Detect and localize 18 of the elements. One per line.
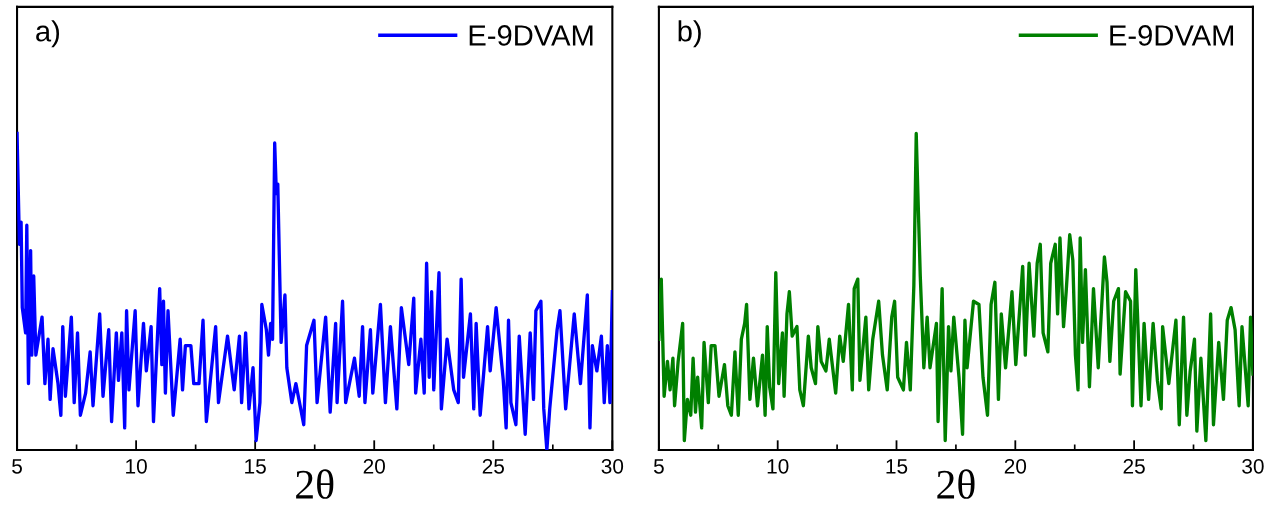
legend-label: E-9DVAM <box>1110 25 1234 46</box>
x-tick-label: 25 <box>1123 458 1145 474</box>
x-tick-label: 20 <box>363 458 385 474</box>
x-tick-label: 30 <box>1242 458 1264 474</box>
chart-title: b) <box>678 20 701 48</box>
x-axis-title: 2θ <box>296 469 334 499</box>
x-tick-label: 5 <box>653 459 664 474</box>
x-tick-label: 15 <box>245 459 266 474</box>
x-tick-label: 25 <box>482 458 504 474</box>
x-tick-label: 20 <box>1004 458 1027 474</box>
x-tick-label: 15 <box>886 459 908 474</box>
x-tick-label: 30 <box>601 458 624 474</box>
x-tick-label: 5 <box>12 459 22 474</box>
legend-label: E-9DVAM <box>469 25 593 46</box>
x-tick-label: 10 <box>767 458 789 474</box>
x-axis-title: 2θ <box>937 469 975 499</box>
chart-title: a) <box>36 20 60 48</box>
x-tick-label: 10 <box>126 458 147 474</box>
